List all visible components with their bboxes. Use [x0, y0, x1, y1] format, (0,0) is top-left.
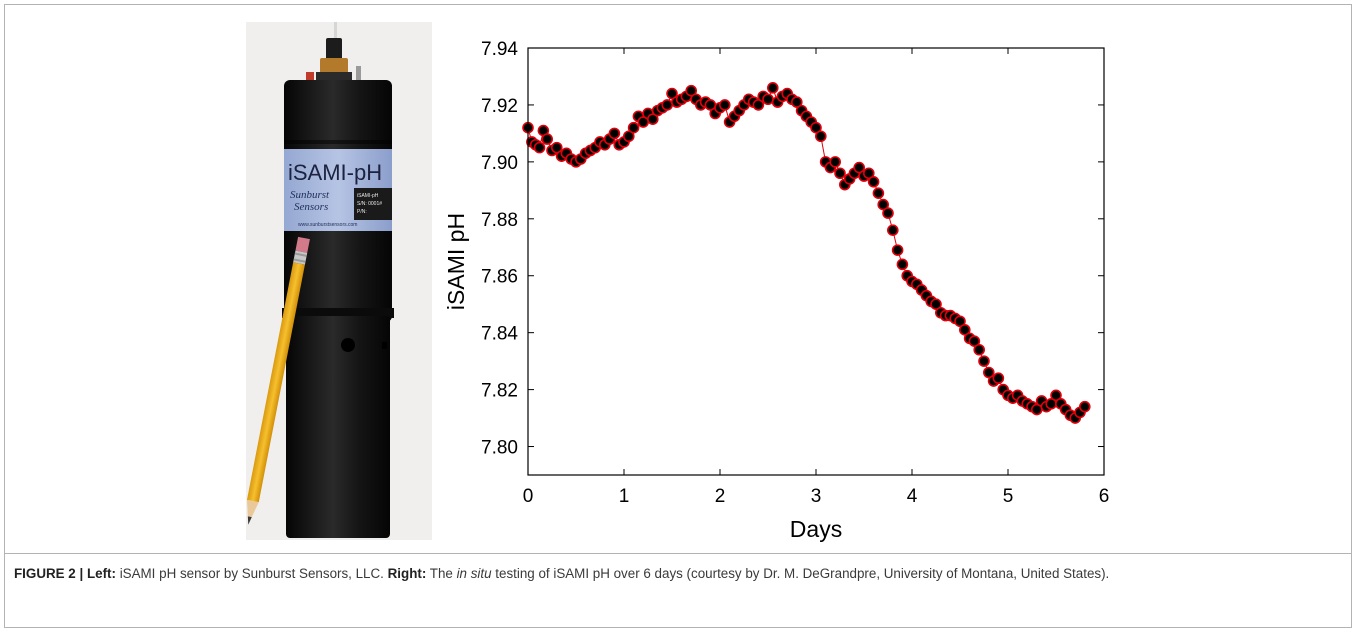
y-tick-label: 7.92	[481, 96, 518, 117]
data-points	[522, 82, 1091, 424]
y-tick-label: 7.82	[481, 381, 518, 402]
data-point	[685, 84, 697, 97]
y-tick-label: 7.94	[481, 39, 518, 60]
y-tick-label: 7.86	[481, 267, 518, 288]
data-point	[647, 113, 659, 125]
photo-label-info-1: iSAMI-pH	[357, 193, 379, 199]
data-point	[896, 258, 909, 271]
photo-label-info-2: S/N: 0001#	[357, 201, 382, 207]
axes-box	[527, 47, 1105, 476]
data-point	[752, 99, 765, 111]
data-point	[891, 244, 904, 256]
y-axis-title: iSAMI pH	[443, 213, 469, 310]
data-point	[882, 207, 894, 219]
data-point	[968, 335, 981, 348]
figure-caption: FIGURE 2 | Left: iSAMI pH sensor by Sunb…	[14, 563, 1344, 584]
data-point	[982, 366, 995, 379]
data-point	[533, 141, 546, 154]
figure-frame	[4, 4, 1352, 628]
y-tick-label: 7.90	[481, 153, 518, 174]
y-tick-label: 7.88	[481, 210, 518, 231]
data-point	[872, 187, 885, 199]
data-point	[973, 343, 986, 356]
caption-right-heading: Right:	[387, 566, 427, 581]
data-point	[627, 121, 640, 134]
x-tick-label: 6	[1099, 486, 1110, 507]
data-point	[1050, 389, 1062, 402]
y-ticks: 7.80 7.82 7.84 7.86 7.88 7.90 7.92 7.94	[481, 39, 1104, 459]
caption-right-text-italic: in situ	[456, 566, 492, 581]
data-point	[541, 133, 553, 145]
photo-label-title: iSAMI-pH	[288, 160, 382, 185]
caption-left-heading: Left:	[86, 566, 116, 581]
data-point	[551, 141, 563, 154]
x-tick-label: 2	[715, 486, 726, 507]
photo-label-brand-2: Sensors	[294, 201, 328, 213]
data-point	[978, 355, 990, 367]
x-tick-label: 0	[523, 486, 534, 507]
axes	[527, 47, 1105, 476]
y-tick-label: 7.80	[481, 438, 518, 459]
ph-chart: 0 1 2 3 4 5 6 7.80 7.82 7.84 7.86 7.88 7.90 7.92 7.94…	[443, 39, 1110, 542]
x-tick-label: 3	[811, 486, 822, 507]
caption-right-text-after: testing of iSAMI pH over 6 days (courtes…	[491, 566, 1110, 581]
x-ticks: 0 1 2 3 4 5 6	[523, 48, 1110, 507]
data-point	[886, 224, 899, 236]
data-point	[810, 121, 822, 134]
data-point	[877, 198, 890, 211]
data-point	[992, 372, 1005, 385]
caption-right-text-before: The	[426, 566, 457, 581]
data-point	[790, 96, 803, 108]
data-point	[623, 130, 635, 143]
caption-left-text: iSAMI pH sensor by Sunburst Sensors, LLC…	[115, 566, 388, 581]
photo-label-info-3: P/N:	[357, 209, 367, 215]
data-point	[666, 87, 678, 100]
data-point	[862, 167, 875, 180]
x-tick-label: 5	[1003, 486, 1014, 507]
photo-label-brand-1: Sunburst	[290, 189, 330, 201]
data-point	[958, 324, 971, 336]
data-point	[867, 175, 880, 188]
data-point	[814, 130, 827, 143]
data-point	[766, 82, 779, 94]
data-point	[834, 167, 846, 180]
x-axis-title: Days	[790, 516, 842, 542]
x-tick-label: 1	[619, 486, 630, 507]
data-point	[853, 161, 866, 174]
data-point	[829, 156, 842, 168]
photo-label-url: www.sunburstsensors.com	[298, 222, 357, 228]
y-tick-label: 7.84	[481, 324, 518, 345]
data-point	[930, 298, 942, 311]
x-tick-label: 4	[907, 486, 918, 507]
data-point	[661, 99, 673, 111]
data-point	[954, 315, 966, 328]
sensor-illustration: iSAMI-pH Sunburst Sensors iSAMI-pH S/N: …	[246, 22, 394, 538]
data-point	[1078, 400, 1091, 413]
caption-label: FIGURE 2 |	[14, 566, 87, 581]
data-point	[718, 99, 731, 111]
data-point	[608, 127, 621, 140]
caption-divider	[4, 553, 1352, 554]
sensor-photo: iSAMI-pH Sunburst Sensors iSAMI-pH S/N: …	[246, 22, 432, 540]
data-point	[762, 93, 774, 106]
